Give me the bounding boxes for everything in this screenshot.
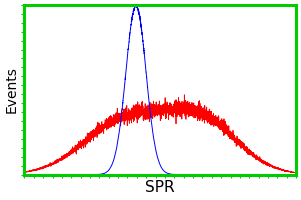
X-axis label: SPR: SPR <box>145 180 175 195</box>
Y-axis label: Events: Events <box>5 66 19 113</box>
